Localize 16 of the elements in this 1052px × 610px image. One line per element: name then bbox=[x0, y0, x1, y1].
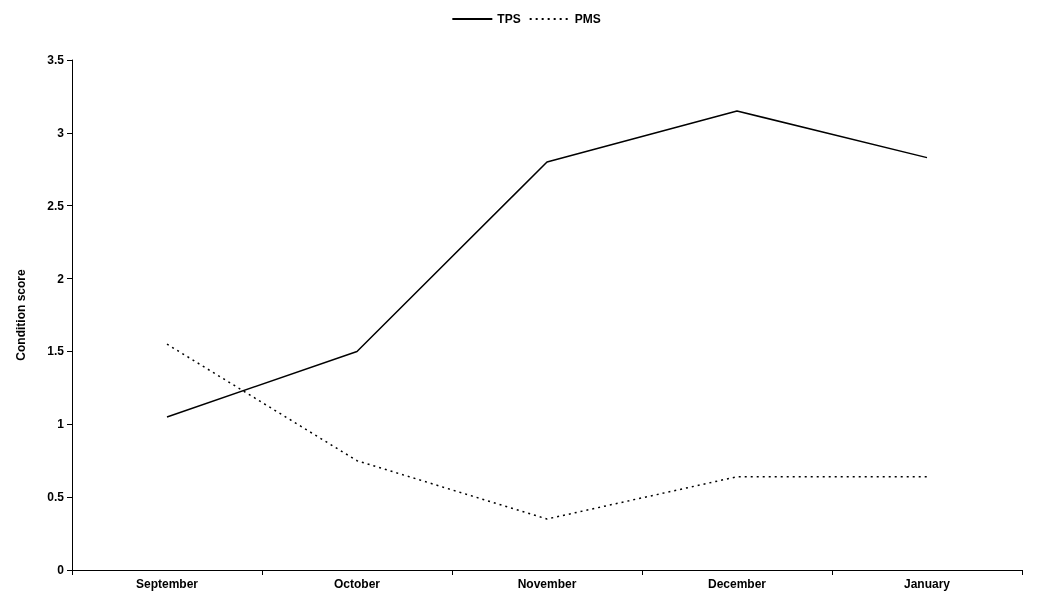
y-axis-title: Condition score bbox=[14, 269, 28, 361]
y-tick-label: 3 bbox=[57, 125, 65, 140]
y-tick-label: 2.5 bbox=[47, 198, 65, 213]
x-tick-label: January bbox=[903, 577, 951, 591]
x-tick-label: November bbox=[517, 577, 577, 591]
legend-label: TPS bbox=[497, 12, 521, 26]
x-tick-label: December bbox=[707, 577, 767, 591]
y-tick-label: 0 bbox=[57, 563, 65, 577]
y-tick-label: 1.5 bbox=[47, 344, 65, 359]
y-tick-label: 0.5 bbox=[47, 490, 65, 505]
x-tick-label: September bbox=[135, 577, 199, 591]
y-tick-label: 3.5 bbox=[47, 53, 65, 67]
y-tick-label: 2 bbox=[57, 271, 65, 286]
x-tick-label: October bbox=[333, 577, 381, 591]
legend-label: PMS bbox=[574, 12, 601, 26]
y-tick-label: 1 bbox=[57, 417, 65, 432]
